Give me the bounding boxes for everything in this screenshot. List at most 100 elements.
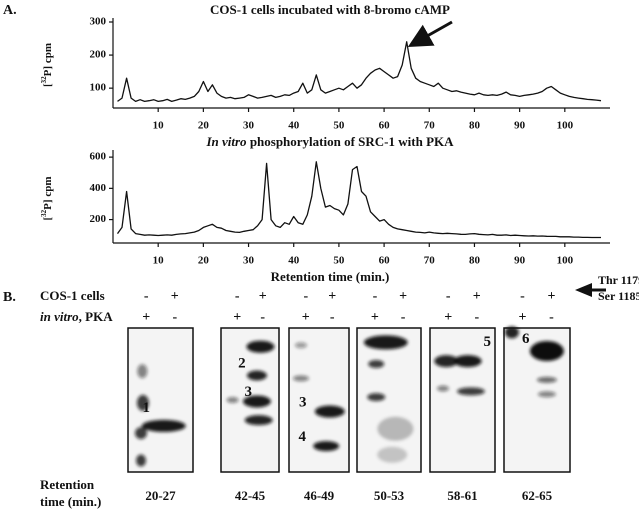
- gel-spots: [135, 364, 186, 467]
- y-tick-label: 400: [90, 182, 107, 194]
- spot: [529, 341, 564, 362]
- spot-label: 1: [142, 400, 150, 416]
- spot: [363, 335, 408, 350]
- spot: [377, 446, 408, 463]
- sign: +: [399, 289, 407, 304]
- text-part: [: [42, 216, 54, 220]
- spot-label: 3: [299, 394, 307, 410]
- row-label: in vitro, PKA: [40, 309, 113, 324]
- x-tick-label: 70: [424, 255, 436, 267]
- spot-label: 4: [298, 429, 306, 445]
- spot-label: 3: [245, 384, 253, 400]
- sign: -: [330, 310, 335, 325]
- x-tick-label: 100: [557, 120, 574, 132]
- sign: -: [373, 289, 378, 304]
- panel-label: A.: [3, 3, 17, 18]
- x-tick-label: 50: [333, 120, 345, 132]
- x-tick-label: 10: [153, 120, 165, 132]
- spot: [246, 340, 275, 353]
- gel-panel: [429, 327, 496, 473]
- gel-spots: [293, 342, 345, 452]
- fraction-range: 50-53: [374, 488, 405, 503]
- fraction-range: 62-65: [522, 488, 553, 503]
- sign: -: [520, 289, 525, 304]
- sign: +: [302, 310, 310, 325]
- spot: [453, 355, 482, 368]
- x-tick-label: 90: [514, 120, 526, 132]
- sign: +: [233, 310, 241, 325]
- sign: -: [474, 310, 479, 325]
- sign: +: [142, 310, 150, 325]
- sign: -: [172, 310, 177, 325]
- spot: [137, 364, 148, 379]
- y-axis-label: [32P] cpm: [40, 177, 54, 221]
- spot: [135, 427, 147, 440]
- spot: [314, 405, 345, 418]
- line-series: [116, 161, 601, 239]
- text-part: P] cpm: [42, 177, 54, 210]
- spot: [141, 419, 186, 432]
- spot: [136, 394, 149, 411]
- arrow: [407, 20, 453, 47]
- sign: +: [371, 310, 379, 325]
- x-tick-label: 70: [424, 120, 436, 132]
- panel-label: B.: [3, 290, 16, 305]
- x-tick-label: 80: [469, 120, 481, 132]
- text-part: phosphorylation of SRC-1 with PKA: [247, 134, 455, 149]
- spot: [437, 385, 449, 392]
- spot: [242, 395, 271, 408]
- retention-label: Retention: [40, 477, 95, 492]
- spot: [377, 416, 414, 441]
- spot: [456, 387, 485, 396]
- spot: [244, 415, 273, 426]
- spot: [368, 360, 385, 368]
- x-tick-label: 90: [514, 255, 526, 267]
- fraction-range: 46-49: [304, 488, 335, 503]
- x-tick-label: 100: [557, 255, 574, 267]
- text-part: [: [42, 83, 54, 87]
- spot: [136, 454, 146, 467]
- spot: [434, 355, 459, 368]
- spot: [295, 342, 307, 349]
- text-part: In vitro: [205, 134, 247, 149]
- chart-title: In vitro phosphorylation of SRC-1 with P…: [205, 134, 454, 149]
- sign: +: [171, 289, 179, 304]
- x-tick-label: 30: [243, 255, 255, 267]
- retention-label: time (min.): [40, 494, 101, 509]
- spot: [504, 326, 519, 339]
- spot-label: 5: [483, 334, 491, 350]
- sign: +: [259, 289, 267, 304]
- gel-spots: [363, 335, 414, 463]
- x-axis-label: Retention time (min.): [271, 269, 390, 284]
- sign: -: [235, 289, 240, 304]
- gel-spots: [434, 355, 485, 396]
- sign: -: [144, 289, 149, 304]
- x-tick-label: 60: [379, 255, 391, 267]
- sign: -: [446, 289, 451, 304]
- x-tick-label: 20: [198, 255, 210, 267]
- text-part: in vitro: [40, 309, 79, 324]
- y-tick-label: 200: [90, 49, 107, 61]
- spot: [246, 370, 267, 381]
- y-tick-label: 200: [90, 213, 107, 225]
- line-series: [117, 41, 602, 103]
- spot-label: 2: [238, 355, 246, 371]
- x-tick-label: 40: [288, 255, 300, 267]
- sign: +: [444, 310, 452, 325]
- x-tick-label: 60: [379, 120, 391, 132]
- arrow-head: [575, 283, 592, 297]
- spot: [536, 376, 557, 383]
- sign: +: [473, 289, 481, 304]
- sign: +: [548, 289, 556, 304]
- y-tick-label: 100: [90, 82, 107, 94]
- gel-panel: [288, 327, 350, 473]
- x-tick-label: 50: [333, 255, 345, 267]
- chart-title: COS-1 cells incubated with 8-bromo cAMP: [210, 2, 450, 17]
- text-part: 32: [40, 209, 48, 217]
- text-part: 32: [40, 76, 48, 84]
- spot-label: 6: [522, 331, 530, 347]
- y-tick-label: 300: [90, 16, 107, 28]
- x-tick-label: 40: [288, 120, 300, 132]
- y-axis-label: [32P] cpm: [40, 43, 54, 87]
